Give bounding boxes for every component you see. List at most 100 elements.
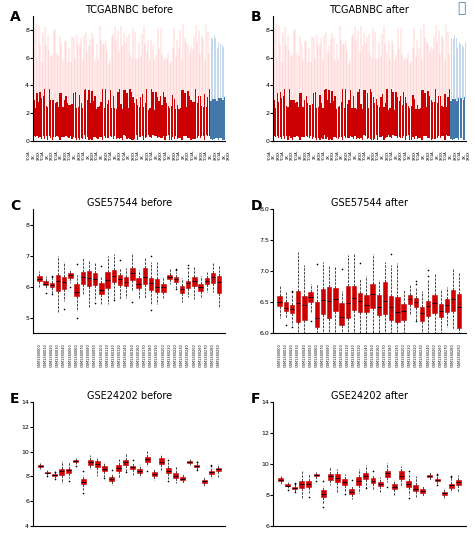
Bar [432,102,433,139]
Bar [455,99,456,139]
PathPatch shape [88,460,93,465]
Bar [274,100,275,136]
PathPatch shape [413,485,418,491]
Bar [75,92,76,139]
PathPatch shape [406,481,411,487]
PathPatch shape [378,482,382,486]
Bar [157,97,158,137]
Bar [295,103,296,136]
Bar [100,103,102,137]
Bar [77,106,79,138]
Bar [114,108,115,136]
Bar [207,97,209,136]
Bar [104,108,105,136]
Bar [177,105,178,139]
PathPatch shape [116,465,121,471]
Bar [59,93,61,141]
Bar [195,89,196,139]
Text: B: B [250,10,261,24]
PathPatch shape [389,296,393,321]
Bar [383,107,385,140]
Bar [430,99,432,140]
Bar [143,107,144,140]
PathPatch shape [290,305,294,314]
PathPatch shape [112,270,116,282]
Bar [283,96,284,136]
Bar [213,99,215,139]
Bar [372,97,374,140]
Bar [348,100,350,137]
PathPatch shape [346,286,350,318]
PathPatch shape [56,275,60,291]
Bar [394,110,395,136]
Bar [171,106,172,140]
Bar [396,92,397,136]
Bar [409,107,410,140]
Bar [181,90,182,140]
PathPatch shape [428,475,432,477]
Bar [212,99,213,140]
Bar [174,99,175,139]
Bar [64,100,65,137]
Bar [68,105,70,138]
PathPatch shape [38,465,43,467]
PathPatch shape [349,489,354,494]
Bar [125,90,126,136]
Bar [359,89,360,139]
Bar [168,106,169,135]
Bar [224,97,225,140]
Bar [106,104,108,138]
Bar [377,105,379,141]
Bar [85,89,86,139]
Bar [35,108,36,137]
Bar [342,89,343,140]
PathPatch shape [342,479,347,484]
Bar [401,105,403,138]
Bar [111,108,113,137]
Bar [417,105,418,139]
Bar [209,89,210,136]
Title: GSE24202 after: GSE24202 after [331,391,408,401]
Bar [415,109,417,136]
Bar [290,100,292,139]
Bar [42,96,44,136]
Bar [446,107,447,135]
Bar [96,109,97,138]
Bar [461,98,462,138]
PathPatch shape [52,474,57,476]
Bar [152,92,153,135]
Bar [310,105,312,136]
Bar [82,108,84,139]
PathPatch shape [44,281,48,285]
Bar [87,100,88,136]
PathPatch shape [451,290,455,310]
Text: F: F [250,392,260,406]
Bar [190,99,192,140]
PathPatch shape [399,471,404,479]
Bar [365,90,366,136]
Bar [116,110,117,139]
PathPatch shape [363,473,369,479]
Bar [382,95,383,136]
Bar [321,104,322,139]
Bar [102,89,103,140]
Bar [105,89,106,138]
PathPatch shape [321,289,325,314]
Bar [148,110,149,135]
Bar [316,108,317,140]
Bar [76,108,77,140]
Bar [357,92,359,139]
Bar [405,97,406,140]
PathPatch shape [192,277,197,286]
Bar [120,105,122,137]
PathPatch shape [401,303,406,320]
Bar [441,106,443,136]
Bar [99,106,100,137]
Title: TCGABNBC after: TCGABNBC after [330,5,409,16]
Bar [275,108,276,137]
Bar [341,103,342,137]
Bar [187,91,189,137]
PathPatch shape [414,297,418,307]
PathPatch shape [155,279,159,292]
PathPatch shape [167,274,172,279]
